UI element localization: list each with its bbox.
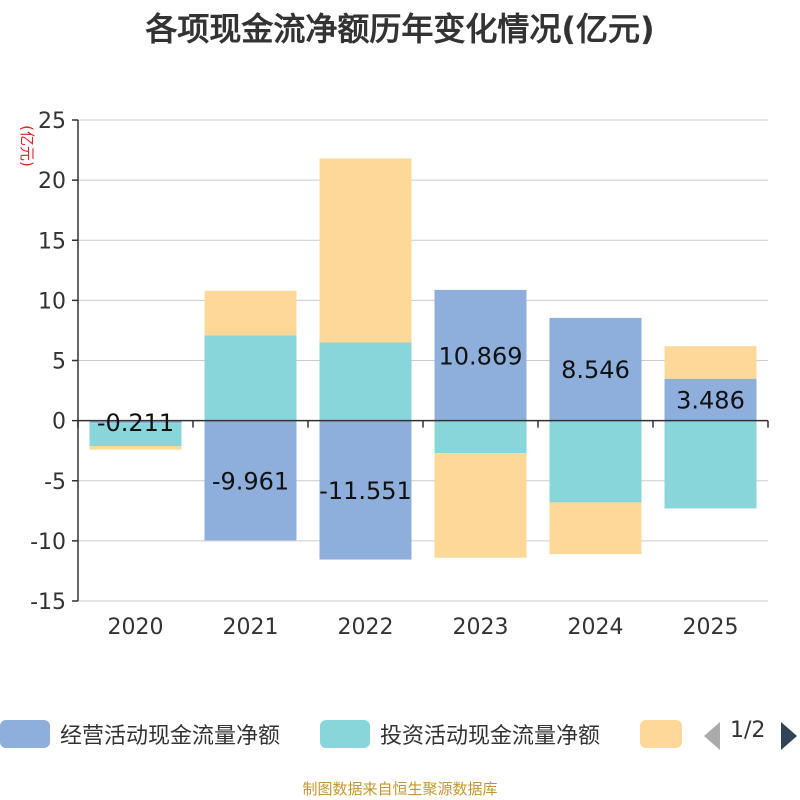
bar-s1-2025[interactable] xyxy=(664,420,757,509)
y-tick-label: 25 xyxy=(38,109,66,134)
legend-item-financing[interactable] xyxy=(640,716,692,752)
axis-layer: 25 20 15 10 5 0 -5 -10 -15 2020 2021 2022 2023 2024 20… xyxy=(30,109,769,640)
data-label: 10.869 xyxy=(439,342,523,370)
bar-s1-2023[interactable] xyxy=(434,420,527,454)
grid-layer xyxy=(78,119,768,602)
y-tick-label: -10 xyxy=(30,530,66,555)
legend-item-investing[interactable]: 投资活动现金流量净额 xyxy=(320,716,600,752)
legend-pager-text: 1/2 xyxy=(730,718,766,743)
data-label: -9.961 xyxy=(212,468,289,496)
x-tick-label: 2021 xyxy=(223,615,279,640)
legend-item-operating[interactable]: 经营活动现金流量净额 xyxy=(0,716,280,752)
bar-s1-2022[interactable] xyxy=(319,342,412,421)
bar-s1-2020[interactable] xyxy=(89,423,182,447)
bar-s2-2020[interactable] xyxy=(89,446,182,450)
data-label: -0.211 xyxy=(97,409,174,437)
bar-s2-2023[interactable] xyxy=(434,453,527,558)
x-tick-label: 2020 xyxy=(108,615,164,640)
legend-prev-icon[interactable] xyxy=(704,722,720,750)
y-tick-label: 5 xyxy=(52,350,66,375)
footer-source: 制图数据来自恒生聚源数据库 xyxy=(302,780,498,798)
bar-layer xyxy=(89,158,757,560)
legend-label-investing: 投资活动现金流量净额 xyxy=(380,724,601,749)
bar-s0-2022[interactable] xyxy=(319,420,412,560)
y-axis-title: (亿元) xyxy=(18,125,36,167)
x-tick-label: 2022 xyxy=(338,615,394,640)
bar-s0-2021[interactable] xyxy=(204,420,297,541)
data-label: -11.551 xyxy=(319,477,412,505)
bar-s1-2024[interactable] xyxy=(549,420,642,503)
bar-s0-2020[interactable] xyxy=(89,420,182,424)
y-tick-label: 20 xyxy=(38,169,66,194)
label-layer: -0.211 -9.961 -11.551 10.869 8.546 3.486 xyxy=(97,342,745,505)
legend-swatch-financing xyxy=(640,720,682,748)
bar-s2-2022[interactable] xyxy=(319,158,412,343)
bar-s1-2021[interactable] xyxy=(204,335,297,421)
bar-s2-2024[interactable] xyxy=(549,502,642,555)
y-tick-label: 10 xyxy=(38,289,66,314)
y-tick-label: -5 xyxy=(44,470,66,495)
data-label: 3.486 xyxy=(676,387,745,415)
x-tick-label: 2024 xyxy=(568,615,624,640)
x-tick-label: 2025 xyxy=(683,615,739,640)
legend-swatch-investing xyxy=(320,720,370,748)
bar-s0-2024[interactable] xyxy=(549,317,642,421)
bar-s0-2023[interactable] xyxy=(434,289,527,421)
legend-next-icon[interactable] xyxy=(781,722,797,750)
bar-s2-2021[interactable] xyxy=(204,290,297,336)
legend-swatch-operating xyxy=(0,720,50,748)
bar-s2-2025[interactable] xyxy=(664,346,757,379)
y-tick-label: -15 xyxy=(30,590,66,615)
chart-title: 各项现金流净额历年变化情况(亿元) xyxy=(145,10,655,48)
legend-label-operating: 经营活动现金流量净额 xyxy=(60,724,281,749)
y-tick-label: 15 xyxy=(38,229,66,254)
y-tick-label: 0 xyxy=(52,410,66,435)
bar-s0-2025[interactable] xyxy=(664,378,757,421)
data-label: 8.546 xyxy=(561,356,630,384)
x-tick-label: 2023 xyxy=(453,615,509,640)
